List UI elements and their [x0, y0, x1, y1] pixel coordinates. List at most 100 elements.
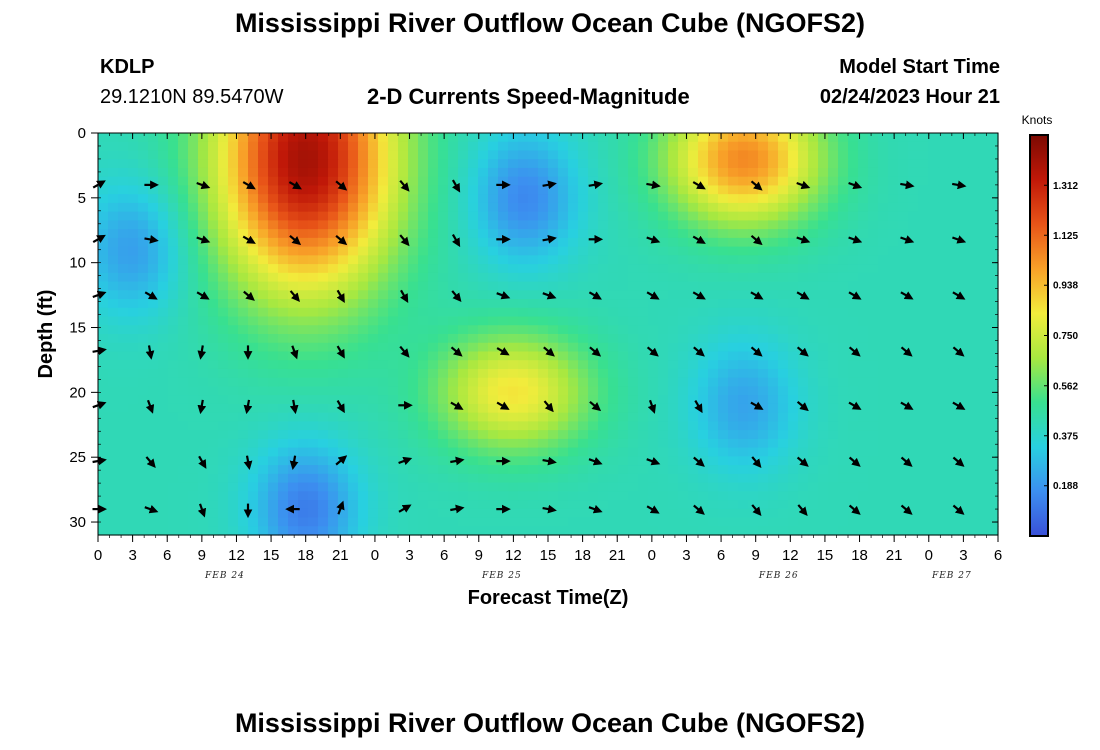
- heatmap-cell: [478, 246, 489, 256]
- heatmap-cell: [328, 307, 339, 318]
- heatmap-cell: [478, 360, 489, 370]
- heatmap-cell: [458, 141, 469, 152]
- heatmap-cell: [298, 237, 309, 248]
- heatmap-cell: [148, 255, 159, 265]
- current-vector-arrow: [496, 347, 510, 356]
- heatmap-cell: [708, 220, 719, 230]
- heatmap-cell: [498, 334, 509, 344]
- heatmap-cell: [788, 351, 799, 361]
- heatmap-cell: [868, 133, 879, 143]
- heatmap-cell: [808, 202, 819, 213]
- heatmap-cell: [818, 272, 829, 283]
- heatmap-cell: [508, 272, 519, 283]
- current-vector-arrow: [693, 456, 705, 467]
- heatmap-cell: [568, 456, 579, 466]
- heatmap-cell: [738, 386, 749, 396]
- heatmap-cell: [918, 500, 929, 510]
- heatmap-cell: [598, 473, 609, 484]
- heatmap-cell: [438, 220, 449, 230]
- heatmap-cell: [678, 290, 689, 300]
- heatmap-cell: [98, 211, 109, 221]
- heatmap-cell: [618, 159, 629, 169]
- heatmap-cell: [818, 395, 829, 405]
- heatmap-cell: [648, 500, 659, 510]
- heatmap-cell: [448, 438, 459, 449]
- heatmap-cell: [978, 465, 989, 475]
- heatmap-cell: [508, 334, 519, 344]
- heatmap-cell: [388, 281, 399, 291]
- heatmap-cell: [438, 508, 449, 519]
- heatmap-cell: [948, 360, 959, 370]
- heatmap-cell: [138, 211, 149, 221]
- heatmap-cell: [108, 211, 119, 221]
- heatmap-cell: [188, 473, 199, 484]
- heatmap-cell: [538, 491, 549, 501]
- heatmap-cell: [728, 465, 739, 475]
- heatmap-cell: [438, 447, 449, 457]
- heatmap-cell: [388, 264, 399, 274]
- heatmap-cell: [648, 220, 659, 230]
- heatmap-cell: [658, 421, 669, 431]
- heatmap-cell: [158, 237, 169, 248]
- heatmap-cell: [848, 316, 859, 326]
- heatmap-cell: [228, 526, 239, 536]
- heatmap-cell: [718, 447, 729, 457]
- heatmap-cell: [598, 342, 609, 353]
- heatmap-cell: [678, 167, 689, 178]
- heatmap-cell: [758, 150, 769, 160]
- heatmap-cell: [128, 491, 139, 501]
- heatmap-cell: [638, 290, 649, 300]
- heatmap-cell: [678, 229, 689, 239]
- heatmap-cell: [838, 351, 849, 361]
- heatmap-cell: [868, 456, 879, 466]
- heatmap-cell: [278, 176, 289, 187]
- heatmap-cell: [608, 421, 619, 431]
- heatmap-cell: [538, 447, 549, 457]
- heatmap-cell: [778, 211, 789, 221]
- heatmap-cell: [118, 412, 129, 422]
- heatmap-cell: [448, 368, 459, 379]
- heatmap-cell: [118, 360, 129, 370]
- heatmap-cell: [968, 176, 979, 187]
- heatmap-cell: [588, 334, 599, 344]
- heatmap-cell: [558, 473, 569, 484]
- heatmap-cell: [168, 229, 179, 239]
- heatmap-cell: [608, 456, 619, 466]
- heatmap-cell: [298, 403, 309, 414]
- heatmap-cell: [148, 395, 159, 405]
- heatmap-cell: [418, 299, 429, 309]
- heatmap-cell: [948, 246, 959, 256]
- x-tick-label: 0: [371, 547, 379, 564]
- heatmap-cell: [738, 272, 749, 283]
- heatmap-cell: [528, 438, 539, 449]
- heatmap-cell: [588, 438, 599, 449]
- heatmap-cell: [118, 141, 129, 152]
- heatmap-cell: [358, 281, 369, 291]
- heatmap-cell: [968, 167, 979, 178]
- heatmap-cell: [808, 517, 819, 527]
- heatmap-cell: [438, 237, 449, 248]
- heatmap-cell: [888, 255, 899, 265]
- heatmap-cell: [898, 141, 909, 152]
- heatmap-cell: [318, 299, 329, 309]
- heatmap-cell: [718, 386, 729, 396]
- heatmap-cell: [278, 456, 289, 466]
- heatmap-cell: [688, 351, 699, 361]
- heatmap-cell: [348, 220, 359, 230]
- heatmap-cell: [98, 377, 109, 388]
- heatmap-cell: [408, 386, 419, 396]
- heatmap-cell: [978, 167, 989, 178]
- heatmap-cell: [218, 272, 229, 283]
- heatmap-cell: [408, 508, 419, 519]
- heatmap-cell: [838, 386, 849, 396]
- heatmap-cell: [698, 159, 709, 169]
- heatmap-cell: [498, 246, 509, 256]
- heatmap-cell: [548, 281, 559, 291]
- heatmap-cell: [368, 395, 379, 405]
- heatmap-cell: [968, 508, 979, 519]
- heatmap-cell: [328, 456, 339, 466]
- colorbar-tick-label: 0.375: [1053, 431, 1078, 442]
- heatmap-cell: [628, 526, 639, 536]
- heatmap-cell: [668, 255, 679, 265]
- heatmap-cell: [448, 526, 459, 536]
